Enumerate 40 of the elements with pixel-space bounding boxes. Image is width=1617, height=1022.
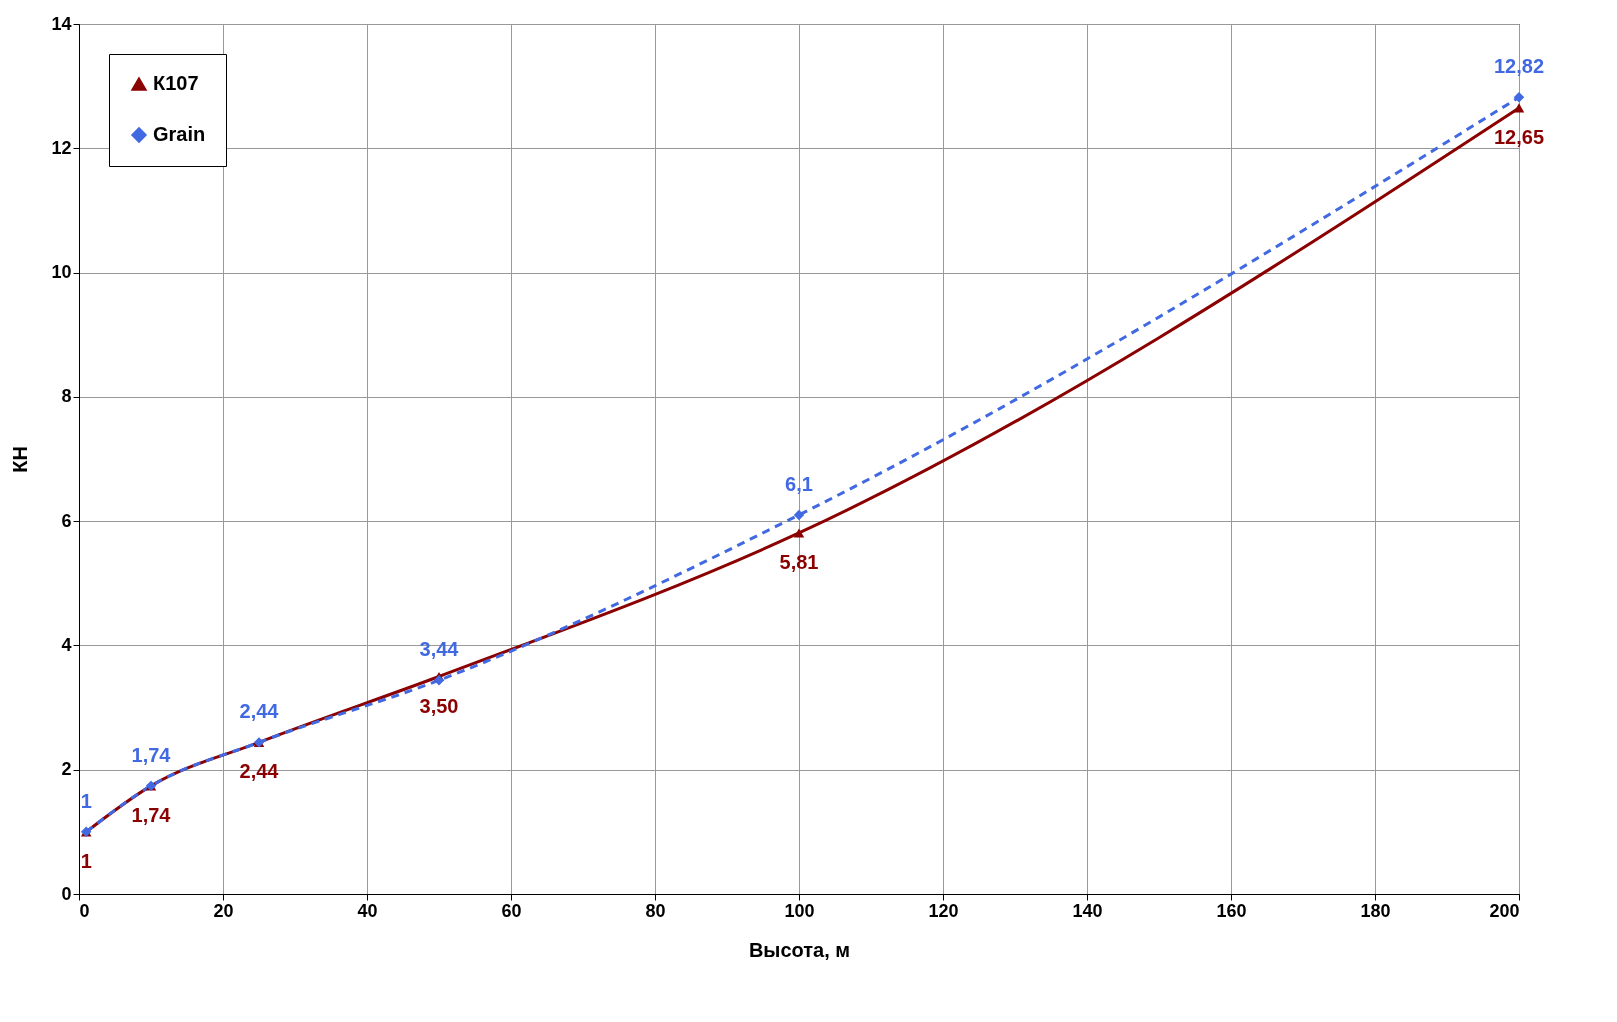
- point: [793, 528, 805, 538]
- y-tick-label: 6: [61, 510, 72, 531]
- x-tick-label: 100: [784, 900, 815, 921]
- x-tick-label: 200: [1489, 900, 1520, 921]
- data-label: 3,50: [419, 694, 459, 717]
- y-tick-label: 0: [61, 883, 72, 904]
- x-tick-label: 20: [213, 900, 234, 921]
- point: [793, 509, 805, 521]
- data-label: 3,44: [419, 638, 460, 661]
- x-tick-label: 0: [79, 900, 90, 921]
- data-label: 2,44: [239, 760, 280, 783]
- data-label: 12,82: [1493, 55, 1545, 78]
- y-tick-label: 8: [61, 386, 72, 407]
- data-label: 1,74: [131, 743, 172, 766]
- data-label: 1: [80, 849, 92, 872]
- legend-label: К107: [153, 72, 199, 94]
- legend-label: Grain: [153, 123, 206, 145]
- data-label: 1,74: [131, 803, 172, 826]
- y-tick-label: 10: [51, 262, 72, 283]
- data-label: 2,44: [239, 700, 280, 723]
- x-tick-label: 180: [1360, 900, 1391, 921]
- data-label: 6,1: [785, 472, 813, 495]
- y-tick-label: 12: [51, 137, 72, 158]
- point: [1513, 92, 1525, 103]
- y-tick-label: 14: [51, 13, 72, 34]
- point: [1513, 103, 1525, 113]
- y-tick-label: 2: [61, 759, 72, 780]
- x-tick-label: 140: [1072, 900, 1103, 921]
- x-tick-label: 160: [1216, 900, 1247, 921]
- x-tick-label: 60: [501, 900, 522, 921]
- point: [433, 674, 445, 686]
- x-tick-label: 80: [645, 900, 666, 921]
- x-tick-label: 40: [357, 900, 378, 921]
- data-label: 1: [80, 789, 92, 812]
- x-axis-title: Высота, м: [748, 938, 851, 961]
- x-tick-label: 120: [928, 900, 959, 921]
- y-tick-label: 4: [61, 634, 72, 655]
- y-axis-title: КН: [9, 446, 32, 473]
- data-label: 12,65: [1493, 125, 1545, 148]
- data-label: 5,81: [779, 550, 819, 573]
